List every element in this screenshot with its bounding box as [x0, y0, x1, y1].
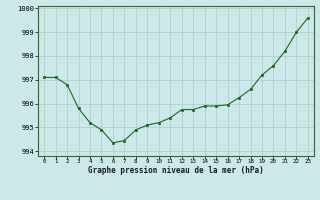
X-axis label: Graphe pression niveau de la mer (hPa): Graphe pression niveau de la mer (hPa)	[88, 166, 264, 175]
